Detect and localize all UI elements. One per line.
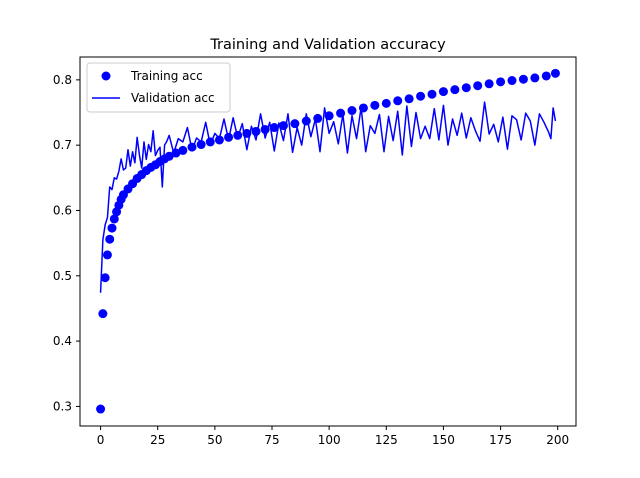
y-axis: 0.3 0.4 0.5 0.6 0.7 0.8 [53,73,80,413]
legend-box [86,62,231,113]
x-axis: 0 25 50 75 100 125 150 175 200 [97,426,569,447]
training-point [224,132,234,142]
training-point [438,87,448,97]
training-point [178,145,188,155]
legend-marker-training [101,71,111,81]
x-tick-label: 125 [375,433,398,447]
legend-label-training: Training acc [130,69,203,83]
legend: Training acc Validation acc [86,62,231,113]
training-point [404,94,414,104]
training-point [105,234,115,244]
training-point [214,135,224,145]
series-line-validation [99,101,557,293]
training-point [347,106,357,116]
training-point [336,108,346,118]
training-point [171,148,181,158]
training-point [473,81,483,91]
training-point [530,73,540,83]
training-point [381,98,391,108]
training-point [242,128,252,138]
x-tick-label: 0 [97,433,105,447]
training-point [187,142,197,152]
training-point [102,250,112,260]
training-point [278,121,288,131]
x-tick-label: 150 [432,433,455,447]
y-tick-label: 0.7 [53,138,72,152]
training-point [290,119,300,129]
training-point [496,77,506,87]
x-tick-label: 75 [264,433,279,447]
training-point [251,126,261,136]
x-tick-label: 100 [318,433,341,447]
training-point [461,83,471,93]
legend-label-validation: Validation acc [131,91,215,105]
training-point [370,100,380,110]
y-tick-label: 0.4 [53,334,72,348]
training-point [107,223,117,233]
training-point [96,404,106,414]
training-point [205,137,215,147]
training-point [269,123,279,133]
training-point [98,309,108,319]
training-point [358,103,368,113]
training-point [164,151,174,161]
x-tick-label: 200 [546,433,569,447]
training-point [313,113,323,123]
chart-title: Training and Validation accuracy [209,37,446,53]
training-point [541,71,551,81]
training-point [393,96,403,106]
y-tick-label: 0.3 [53,399,72,413]
training-point [324,111,334,121]
training-point [196,140,206,150]
training-point [109,214,119,224]
training-point [233,130,243,140]
x-tick-label: 50 [207,433,222,447]
training-point [100,273,110,283]
y-tick-label: 0.5 [53,269,72,283]
training-point [301,116,311,126]
training-point [550,68,560,78]
training-point [507,76,517,86]
training-point [260,124,270,134]
training-point [518,74,528,84]
plot-frame [79,56,577,427]
training-point [484,79,494,89]
y-tick-label: 0.8 [53,73,72,87]
x-tick-label: 25 [150,433,165,447]
training-point [450,85,460,95]
training-point [427,89,437,99]
x-tick-label: 175 [489,433,512,447]
y-tick-label: 0.6 [53,203,72,217]
training-point [416,91,426,101]
plot-area [96,68,560,414]
